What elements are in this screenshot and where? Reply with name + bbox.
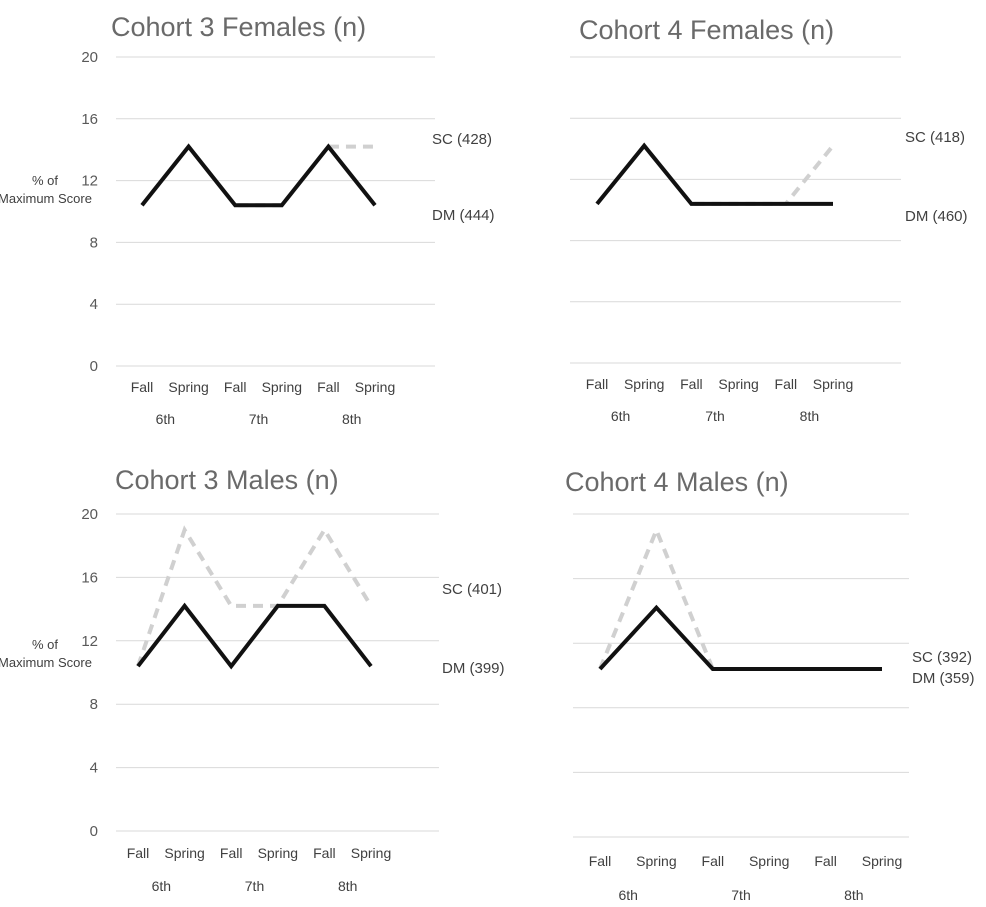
- chart-panel-3: Cohort 3 Males (n) 0 4 8 12 16 20 % of Maximum S…: [0, 465, 505, 894]
- x-tick-label: Spring: [813, 376, 853, 392]
- x-group-label: 7th: [705, 408, 724, 424]
- chart-title: Cohort 4 Males (n): [565, 467, 789, 497]
- x-group-label: 7th: [249, 411, 268, 427]
- x-tick-label: Fall: [317, 379, 340, 395]
- x-group-label: 6th: [156, 411, 175, 427]
- y-tick-label: 20: [81, 49, 98, 66]
- y-tick-label: 8: [90, 696, 98, 713]
- x-tick-label: Spring: [258, 845, 298, 861]
- x-tick-label: Spring: [749, 853, 789, 869]
- x-group-label: 7th: [245, 878, 264, 894]
- x-tick-label: Fall: [775, 376, 798, 392]
- y-axis-label: % of Maximum Score: [0, 637, 92, 670]
- x-group-label: 6th: [152, 878, 171, 894]
- x-tick-label: Spring: [636, 853, 676, 869]
- x-tick-label: Spring: [862, 853, 902, 869]
- y-tick-label: 4: [90, 760, 98, 777]
- x-group-label: 8th: [342, 411, 361, 427]
- y-axis-label: % of Maximum Score: [0, 173, 92, 206]
- x-tick-label: Fall: [127, 845, 150, 861]
- series-line-sc: [140, 143, 375, 208]
- series-label: SC (392): [912, 649, 972, 666]
- x-tick-label: Fall: [220, 845, 243, 861]
- series-line-dm: [140, 143, 377, 208]
- x-group-label: 6th: [611, 408, 630, 424]
- series-label: DM (460): [905, 208, 968, 225]
- x-tick-label: Fall: [313, 845, 336, 861]
- x-tick-label: Spring: [355, 379, 395, 395]
- y-tick-label: 4: [90, 296, 98, 313]
- x-tick-label: Spring: [351, 845, 391, 861]
- x-group-label: 7th: [731, 887, 750, 902]
- x-tick-label: Spring: [168, 379, 208, 395]
- series-line-dm: [136, 602, 373, 670]
- x-tick-label: Spring: [262, 379, 302, 395]
- x-tick-label: Spring: [624, 376, 664, 392]
- series-label: SC (401): [442, 581, 502, 598]
- x-tick-label: Fall: [680, 376, 703, 392]
- chart-panel-1: Cohort 3 Females (n) 0 4 8 12 16 20 % of Maximum…: [0, 12, 495, 427]
- y-tick-label: 16: [81, 111, 98, 128]
- x-tick-label: Fall: [702, 853, 725, 869]
- chart-title: Cohort 3 Males (n): [115, 465, 339, 495]
- x-group-label: 6th: [618, 887, 637, 902]
- x-tick-label: Fall: [131, 379, 154, 395]
- series-label: DM (444): [432, 207, 495, 224]
- y-tick-label: 16: [81, 569, 98, 586]
- chart-panel-4: Cohort 4 Males (n) Fall Spring Fall Spring Fa…: [565, 467, 975, 903]
- series-line-dm: [595, 142, 833, 206]
- series-label: SC (428): [432, 131, 492, 148]
- x-tick-label: Fall: [586, 376, 609, 392]
- x-tick-label: Spring: [718, 376, 758, 392]
- series-line-sc: [595, 142, 835, 206]
- x-tick-label: Fall: [814, 853, 837, 869]
- y-tick-label: 0: [90, 823, 98, 840]
- x-tick-label: Fall: [589, 853, 612, 869]
- y-tick-label: 8: [90, 234, 98, 251]
- x-group-label: 8th: [800, 408, 819, 424]
- x-tick-label: Spring: [164, 845, 204, 861]
- chart-panel-2: Cohort 4 Females (n) Fall Spring Fall Spring…: [570, 15, 968, 424]
- y-tick-label: 20: [81, 506, 98, 523]
- series-label: DM (359): [912, 670, 975, 687]
- chart-title: Cohort 4 Females (n): [579, 15, 834, 45]
- series-label: DM (399): [442, 660, 505, 677]
- x-tick-label: Fall: [224, 379, 247, 395]
- y-tick-label: 0: [90, 358, 98, 375]
- series-line-dm: [598, 604, 882, 671]
- chart-title: Cohort 3 Females (n): [111, 12, 366, 42]
- y-tick-label: 12: [81, 633, 98, 650]
- series-label: SC (418): [905, 129, 965, 146]
- series-line-sc: [598, 524, 882, 671]
- series-line-sc: [136, 525, 373, 667]
- y-tick-label: 12: [81, 173, 98, 190]
- x-group-label: 8th: [844, 887, 863, 902]
- x-group-label: 8th: [338, 878, 357, 894]
